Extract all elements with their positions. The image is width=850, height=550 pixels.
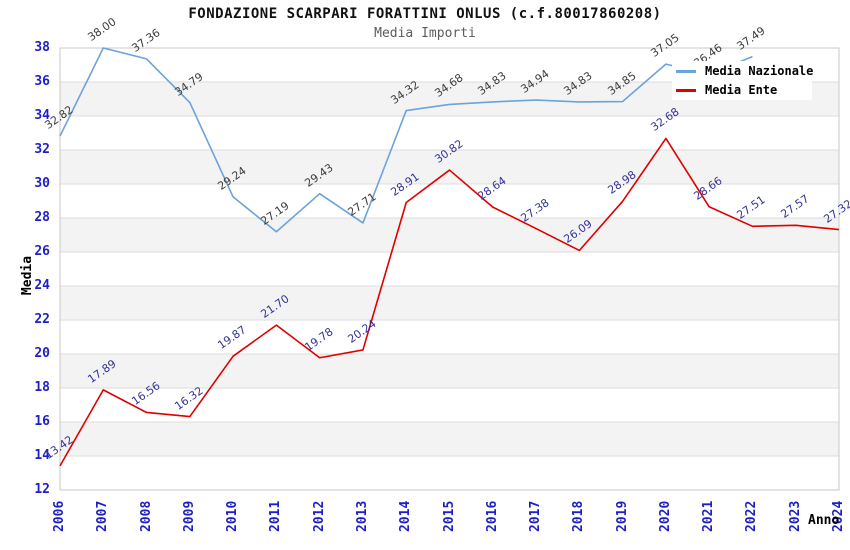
x-axis-tick-label: 2023 [787,500,803,532]
media-nazionale-line-swatch [676,69,696,73]
x-axis-tick-label: 2021 [701,500,717,532]
x-axis-tick-label: 2011 [268,500,284,532]
y-axis-tick-label: 30 [34,176,50,191]
x-axis-tick-label: 2010 [225,500,241,532]
x-axis-tick-label: 2012 [311,500,327,532]
media-ente-line [59,137,840,467]
x-axis-title: Anno [808,513,840,528]
y-axis-tick-label: 34 [34,108,50,123]
media-nazionale-line [59,47,753,233]
x-axis-tick-label: 2017 [528,500,544,532]
x-axis-tick-label: 2013 [354,500,370,532]
legend-item-media-ente: Media Ente [672,82,812,98]
background-band [60,150,839,184]
y-axis-tick-label: 14 [34,448,50,463]
y-axis-tick-label: 28 [34,210,50,225]
background-band [60,286,839,320]
x-axis-tick-label: 2022 [744,500,760,532]
y-axis-tick-label: 12 [34,482,50,497]
x-axis-tick-label: 2015 [441,500,457,532]
x-axis-tick-label: 2006 [52,500,67,532]
y-axis-tick-label: 38 [34,40,50,55]
x-axis-tick-label: 2014 [398,500,414,532]
y-axis-tick-label: 22 [34,312,50,327]
legend-label: Media Ente [705,83,778,97]
x-axis-tick-label: 2020 [657,500,673,532]
background-band [60,354,839,388]
y-axis-tick-label: 36 [34,74,50,89]
chart-title: FONDAZIONE SCARPARI FORATTINI ONLUS (c.f… [188,6,662,22]
x-axis-tick-label: 2019 [614,500,630,532]
x-axis-tick-label: 2008 [138,500,154,532]
x-axis-tick-label: 2009 [181,500,197,532]
y-axis-tick-label: 26 [34,244,50,259]
chart-subtitle: Media Importi [374,26,476,41]
x-axis-tick-label: 2016 [484,500,500,532]
y-axis-tick-label: 20 [34,346,50,361]
legend-label: Media Nazionale [705,64,814,78]
background-band [60,218,839,252]
legend-item-media-nazionale: Media Nazionale [672,63,814,79]
plot-border [59,47,840,491]
y-axis-tick-label: 24 [34,278,50,293]
media-ente-line-swatch [676,88,696,92]
y-axis-tick-label: 16 [34,414,50,429]
chart-legend: Media Nazionale Media Ente [672,61,814,100]
x-axis-tick-label: 2007 [95,500,111,532]
y-axis-tick-label: 18 [34,380,50,395]
background-band [60,422,839,456]
x-axis-tick-label: 2018 [571,500,587,532]
y-axis-tick-label: 32 [34,142,50,157]
